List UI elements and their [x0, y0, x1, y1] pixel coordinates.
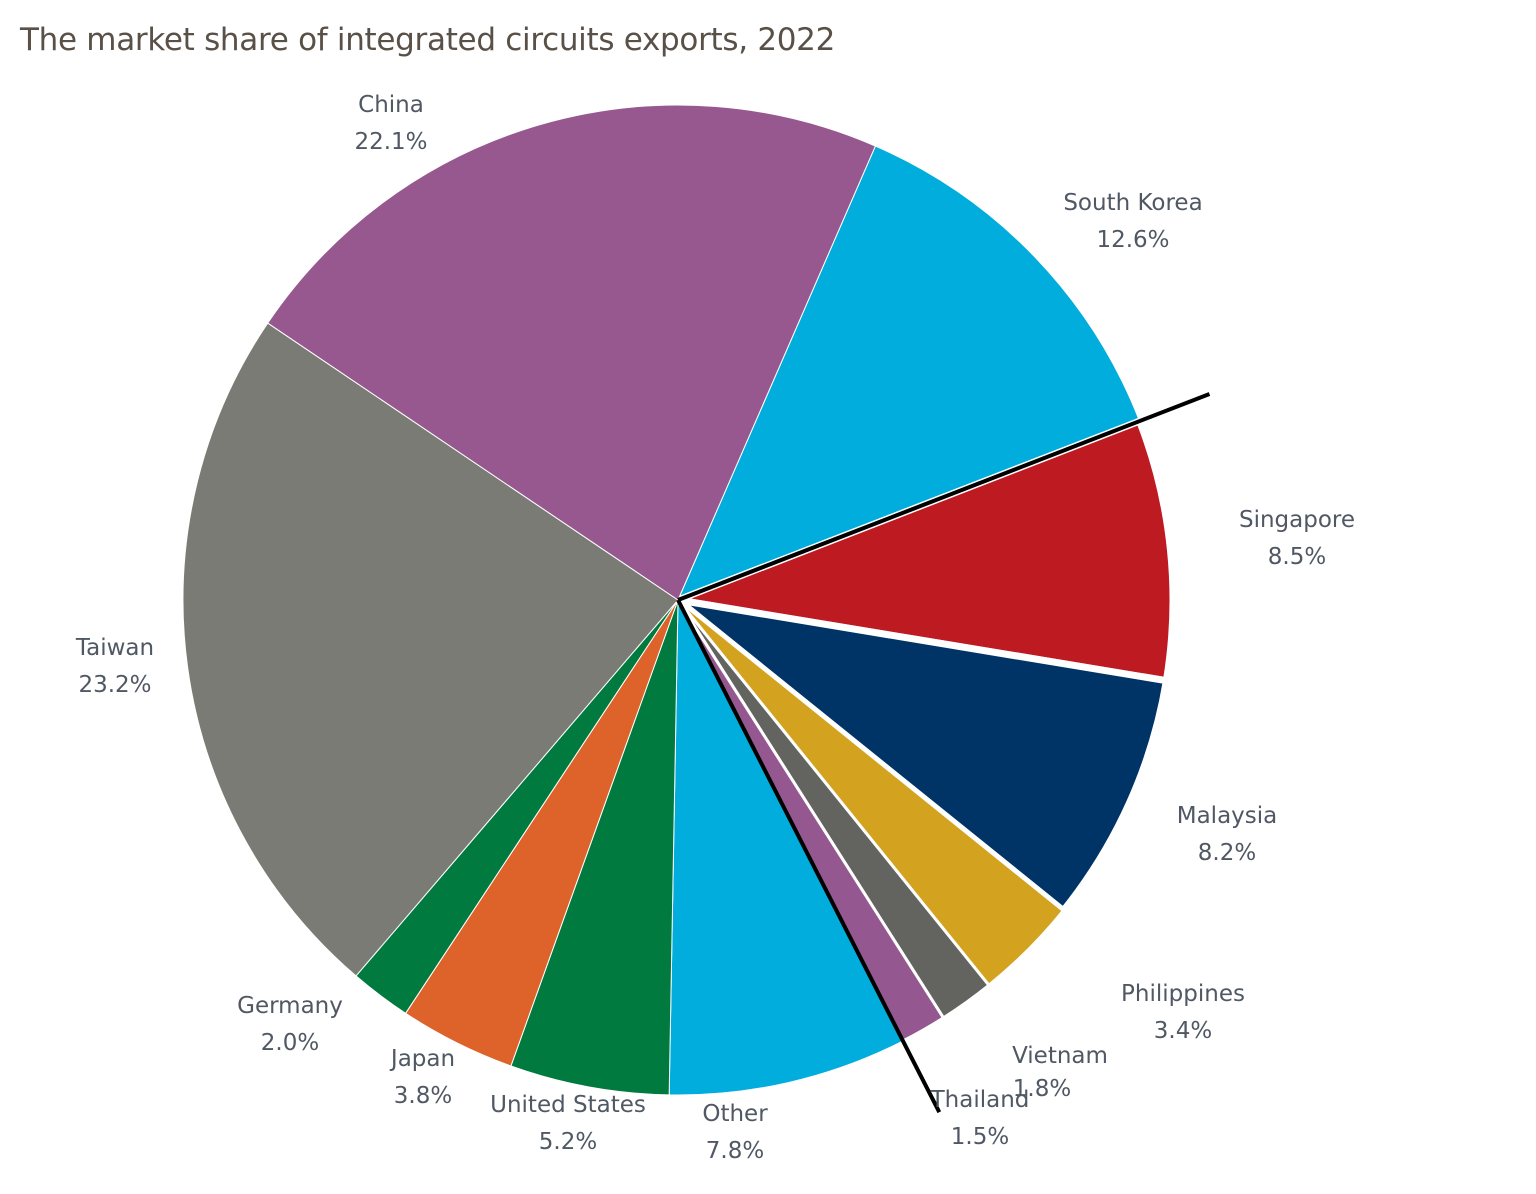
slice-name: Thailand: [930, 1087, 1030, 1113]
slice-name: Malaysia: [1176, 803, 1278, 829]
slice-name: South Korea: [1063, 190, 1203, 216]
slice-value: 5.2%: [538, 1129, 598, 1155]
slice-label-philippines: Philippines 3.4%: [1121, 976, 1245, 1050]
slice-label-china: China 22.1%: [354, 87, 427, 161]
pie-slice-malaysia: [674, 596, 1170, 915]
pie-slice-china: [267, 104, 876, 601]
slice-name: China: [358, 92, 424, 118]
slice-name: United States: [490, 1092, 646, 1118]
slice-label-japan: Japan 3.8%: [391, 1041, 455, 1115]
group-separator-line: [677, 392, 1211, 602]
slice-name: Singapore: [1238, 507, 1356, 533]
chart-title: The market share of integrated circuits …: [20, 22, 836, 58]
slice-value: 1.5%: [950, 1124, 1010, 1150]
slice-value: 8.5%: [1267, 544, 1327, 570]
slice-value: 3.4%: [1153, 1018, 1213, 1044]
slice-name: Vietnam: [1012, 1043, 1108, 1069]
slice-name: Japan: [390, 1046, 456, 1072]
pie-slice-south-korea: [677, 145, 1141, 601]
pie-slice-other: [668, 599, 904, 1096]
slice-label-vietnam: Vietnam 1.8%: [1012, 1038, 1108, 1108]
slice-name: Other: [702, 1101, 768, 1127]
slice-label-taiwan: Taiwan 23.2%: [76, 630, 154, 704]
slice-name: Germany: [237, 993, 343, 1019]
slice-label-south-korea: South Korea 12.6%: [1063, 185, 1202, 259]
slice-label-singapore: Singapore 8.5%: [1239, 502, 1355, 576]
slice-value: 2.0%: [260, 1030, 320, 1056]
slice-value: 1.8%: [1012, 1076, 1072, 1102]
slice-label-malaysia: Malaysia 8.2%: [1177, 798, 1278, 872]
slice-value: 8.2%: [1197, 840, 1257, 866]
pie-slice-taiwan: [182, 322, 679, 977]
slice-name: Taiwan: [75, 635, 155, 661]
slice-name: Philippines: [1121, 981, 1245, 1007]
slice-value: 7.8%: [705, 1138, 765, 1164]
group-separator-line: [676, 599, 942, 1114]
pie-slice-singapore: [674, 417, 1177, 685]
slice-label-united-states: United States 5.2%: [490, 1087, 646, 1161]
pie-slice-united-states: [510, 599, 679, 1096]
slice-label-germany: Germany 2.0%: [237, 988, 343, 1062]
slice-value: 23.2%: [78, 672, 152, 698]
slice-label-thailand: Thailand 1.5%: [931, 1082, 1030, 1156]
slice-label-other: Other 7.8%: [702, 1096, 767, 1170]
slice-value: 12.6%: [1096, 227, 1170, 253]
slice-value: 3.8%: [393, 1083, 453, 1109]
slice-value: 22.1%: [354, 129, 428, 155]
